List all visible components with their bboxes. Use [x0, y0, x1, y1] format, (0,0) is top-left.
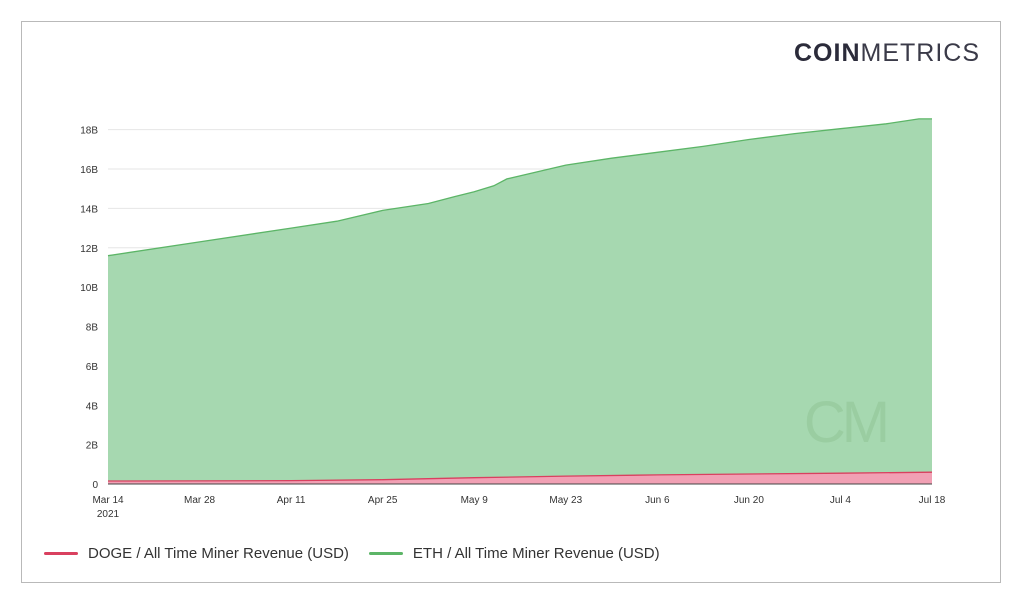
y-tick-label: 2B: [86, 441, 99, 452]
cm-watermark: CM: [804, 390, 886, 455]
legend: DOGE / All Time Miner Revenue (USD) ETH …: [44, 545, 680, 562]
x-tick-label: May 23: [549, 495, 582, 506]
legend-item-doge[interactable]: DOGE / All Time Miner Revenue (USD): [44, 545, 349, 562]
series-areas: [107, 118, 933, 485]
legend-item-eth[interactable]: ETH / All Time Miner Revenue (USD): [368, 545, 660, 562]
y-tick-label: 0: [92, 480, 98, 491]
doge-area-line: [107, 471, 933, 482]
eth-area: [108, 118, 932, 485]
coinmetrics-logo: COINMETRICS: [794, 39, 980, 68]
axes: 0 2B 4B 6B 8B 10B 12B 14B 16B 18B Mar 14 2021 Mar 28…: [80, 126, 946, 520]
x-tick-label: Jul 4: [830, 495, 852, 506]
doge-area: [108, 472, 932, 484]
x-tick-label: Jun 20: [734, 495, 764, 506]
y-tick-label: 14B: [80, 204, 98, 215]
x-tick-label: Mar 28: [184, 495, 216, 506]
x-tick-label: Apr 11: [277, 495, 306, 506]
x-tick-label: Mar 14: [92, 495, 124, 506]
y-tick-label: 4B: [86, 401, 99, 412]
y-tick-label: 6B: [86, 362, 99, 373]
x-tick-label: Jul 18: [919, 495, 946, 506]
x-tick-sublabel: 2021: [97, 509, 120, 520]
legend-label-eth: ETH / All Time Miner Revenue (USD): [412, 545, 660, 562]
x-tick-label: May 9: [461, 495, 489, 506]
legend-swatch-doge: [44, 552, 78, 555]
legend-swatch-eth: [368, 552, 403, 555]
x-tick-label: Apr 25: [368, 495, 398, 506]
y-tick-label: 8B: [86, 323, 99, 334]
logo-light-text: METRICS: [860, 39, 980, 67]
x-tick-label: Jun 6: [645, 495, 670, 506]
eth-area-line: [107, 118, 932, 257]
y-tick-label: 18B: [80, 126, 98, 137]
legend-label-doge: DOGE / All Time Miner Revenue (USD): [88, 545, 349, 562]
y-tick-label: 10B: [80, 283, 98, 294]
logo-bold-text: COIN: [794, 39, 861, 67]
y-tick-label: 16B: [80, 165, 98, 176]
y-tick-label: 12B: [80, 244, 98, 255]
